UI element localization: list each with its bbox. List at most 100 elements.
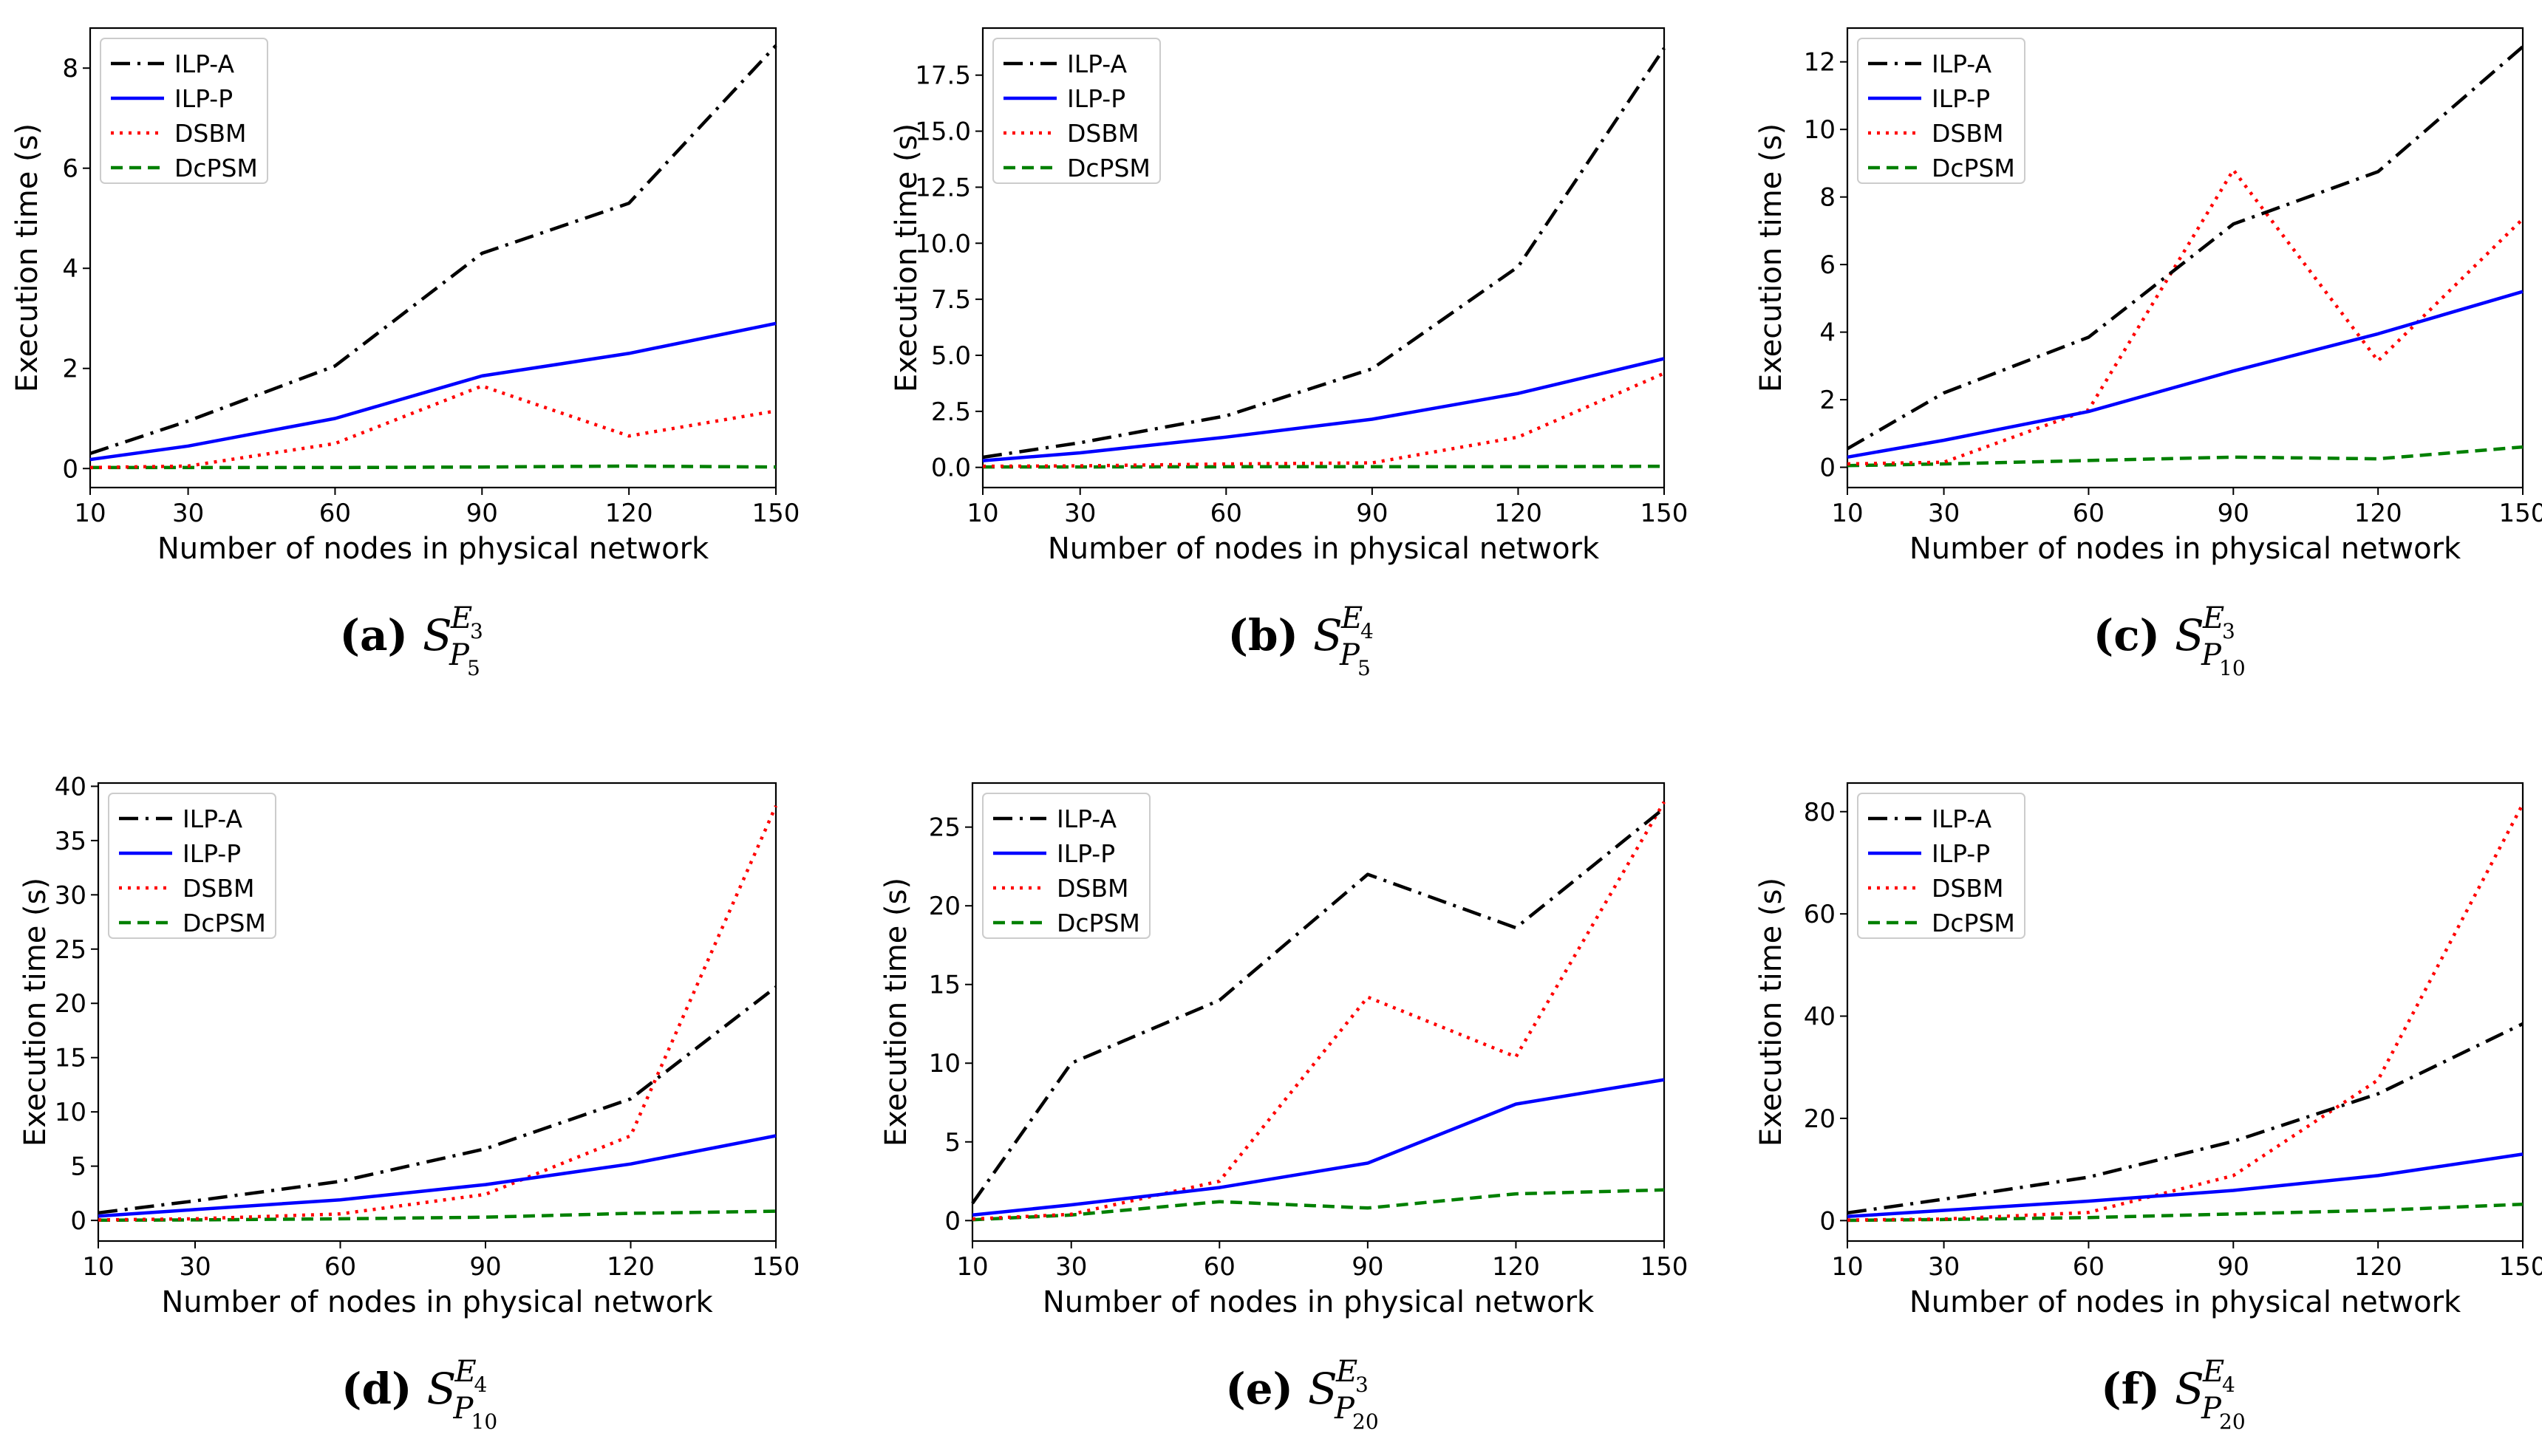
legend-label-ilp-a: ILP-A <box>174 49 234 78</box>
y-tick-label: 25 <box>55 935 86 965</box>
panel-caption-symbol: S <box>2175 610 2204 660</box>
series-line-ilp-a <box>1847 1022 2524 1215</box>
panel-caption-label: (a) <box>340 610 408 660</box>
y-tick-label: 4 <box>62 254 78 284</box>
x-tick-label: 30 <box>1064 499 1096 528</box>
y-tick-label: 15.0 <box>915 117 971 147</box>
x-tick-label: 150 <box>752 499 800 528</box>
legend-label-dsbm: DSBM <box>1067 119 1139 148</box>
x-axis-label: Number of nodes in physical network <box>157 532 709 566</box>
series-line-ilp-p <box>1847 290 2524 459</box>
legend-label-ilp-a: ILP-A <box>1057 804 1117 833</box>
legend-box <box>100 38 268 184</box>
x-tick-label: 60 <box>319 499 351 528</box>
x-tick-label: 150 <box>2499 1252 2542 1282</box>
legend-label-dcpsm: DcPSM <box>1067 154 1151 182</box>
panel-caption-superscript: E <box>2202 601 2224 635</box>
x-tick-label: 90 <box>1356 499 1388 528</box>
y-tick-label: 10 <box>929 1049 961 1079</box>
panel-caption-subscript-index: 10 <box>2219 656 2246 680</box>
x-tick-label: 120 <box>1494 499 1542 528</box>
panel-caption-subscript-index: 5 <box>467 656 480 680</box>
x-tick-label: 60 <box>2073 499 2105 528</box>
chart-panel-b: 10 30 60 90 120 150 0.0 2.5 5.0 7.5 10.0 12.5 15.0 17… <box>890 27 1688 680</box>
x-tick-label: 150 <box>1640 1252 1689 1282</box>
y-tick-label: 40 <box>1804 1002 1836 1032</box>
panel-caption-subscript-index: 20 <box>2219 1409 2246 1434</box>
legend-label-ilp-p: ILP-P <box>1067 84 1125 113</box>
series-line-ilp-a <box>971 807 1666 1205</box>
series-line-dcpsm <box>90 464 777 470</box>
panel-caption-symbol: S <box>427 1364 457 1414</box>
y-tick-label: 10 <box>1804 115 1836 145</box>
panel-caption-subscript: P <box>453 1392 474 1426</box>
panel-caption-symbol: S <box>423 610 452 660</box>
x-tick-label: 150 <box>2499 499 2542 528</box>
series-line-dcpsm <box>1847 445 2524 468</box>
x-tick-label: 30 <box>1928 499 1960 528</box>
series-line-dcpsm <box>983 464 1665 469</box>
legend-label-ilp-a: ILP-A <box>183 804 242 833</box>
panel-caption-subscript-index: 5 <box>1357 656 1371 680</box>
panel-caption-subscript-index: 10 <box>471 1409 498 1434</box>
x-tick-label: 90 <box>2218 1252 2249 1282</box>
x-axis-label: Number of nodes in physical network <box>1909 532 2461 566</box>
x-tick-label: 30 <box>1055 1252 1087 1282</box>
legend-label-dcpsm: DcPSM <box>1932 154 2015 182</box>
series-line-dsbm <box>982 372 1665 468</box>
y-tick-label: 20 <box>929 892 961 921</box>
legend-label-dcpsm: DcPSM <box>1057 909 1140 937</box>
x-tick-label: 10 <box>1831 1252 1863 1282</box>
chart-panel-f: 10 30 60 90 120 150 0 20 40 60 80 Number of nodes i… <box>1754 782 2542 1434</box>
legend-box <box>1857 38 2025 184</box>
y-tick-label: 8 <box>1819 183 1836 213</box>
y-tick-label: 10.0 <box>915 229 971 259</box>
panel-caption-subscript: P <box>2201 1392 2222 1426</box>
legend-label-ilp-a: ILP-A <box>1932 804 1991 833</box>
y-tick-label: 30 <box>55 881 86 910</box>
plot-frame <box>97 782 777 1243</box>
y-tick-label: 25 <box>929 813 961 843</box>
x-tick-label: 120 <box>2354 1252 2402 1282</box>
panel-caption-label: (d) <box>341 1364 412 1414</box>
x-axis-label: Number of nodes in physical network <box>1048 532 1600 566</box>
y-tick-label: 80 <box>1804 798 1836 827</box>
chart-panel-c: 10 30 60 90 120 150 0 2 4 6 8 10 12 Number of nodes i… <box>1754 27 2542 680</box>
series-line-ilp-p <box>89 321 777 462</box>
series-line-dsbm <box>1847 168 2524 466</box>
panel-caption-label: (b) <box>1228 610 1298 660</box>
series-line-ilp-p <box>972 1078 1665 1217</box>
series-line-ilp-p <box>982 357 1665 462</box>
y-tick-label: 10 <box>55 1098 86 1127</box>
panel-caption-subscript: P <box>449 638 470 672</box>
legend-label-dsbm: DSBM <box>1057 874 1128 903</box>
series-line-ilp-p <box>1847 1152 2524 1219</box>
legend-label-dsbm: DSBM <box>174 119 246 148</box>
y-tick-label: 20 <box>55 989 86 1019</box>
chart-panel-e: 10 30 60 90 120 150 0 5 10 15 20 25 Number of nodes … <box>879 782 1689 1434</box>
x-tick-label: 10 <box>956 1252 988 1282</box>
series-line-ilp-a <box>89 44 777 456</box>
panel-caption-label: (c) <box>2093 610 2160 660</box>
legend-box <box>1857 793 2025 939</box>
x-tick-label: 30 <box>172 499 204 528</box>
plot-frame <box>1846 27 2524 489</box>
panel-caption-label: (e) <box>1225 1364 1293 1414</box>
legend-label-dsbm: DSBM <box>1932 119 2003 148</box>
y-tick-label: 2.5 <box>931 397 971 427</box>
panel-caption-symbol: S <box>1308 1364 1338 1414</box>
panel-caption-superscript: E <box>454 1355 477 1389</box>
legend-label-dsbm: DSBM <box>1932 874 2003 903</box>
y-tick-label: 5 <box>70 1152 86 1182</box>
y-tick-label: 0 <box>62 454 78 484</box>
y-tick-label: 5.0 <box>931 341 971 371</box>
x-tick-label: 120 <box>605 499 653 528</box>
y-axis-label: Execution time (s) <box>879 878 913 1146</box>
panel-caption-superscript: E <box>2202 1355 2224 1389</box>
y-tick-label: 60 <box>1804 900 1836 929</box>
y-tick-label: 6 <box>62 154 78 184</box>
series-line-dcpsm <box>1847 1202 2524 1223</box>
